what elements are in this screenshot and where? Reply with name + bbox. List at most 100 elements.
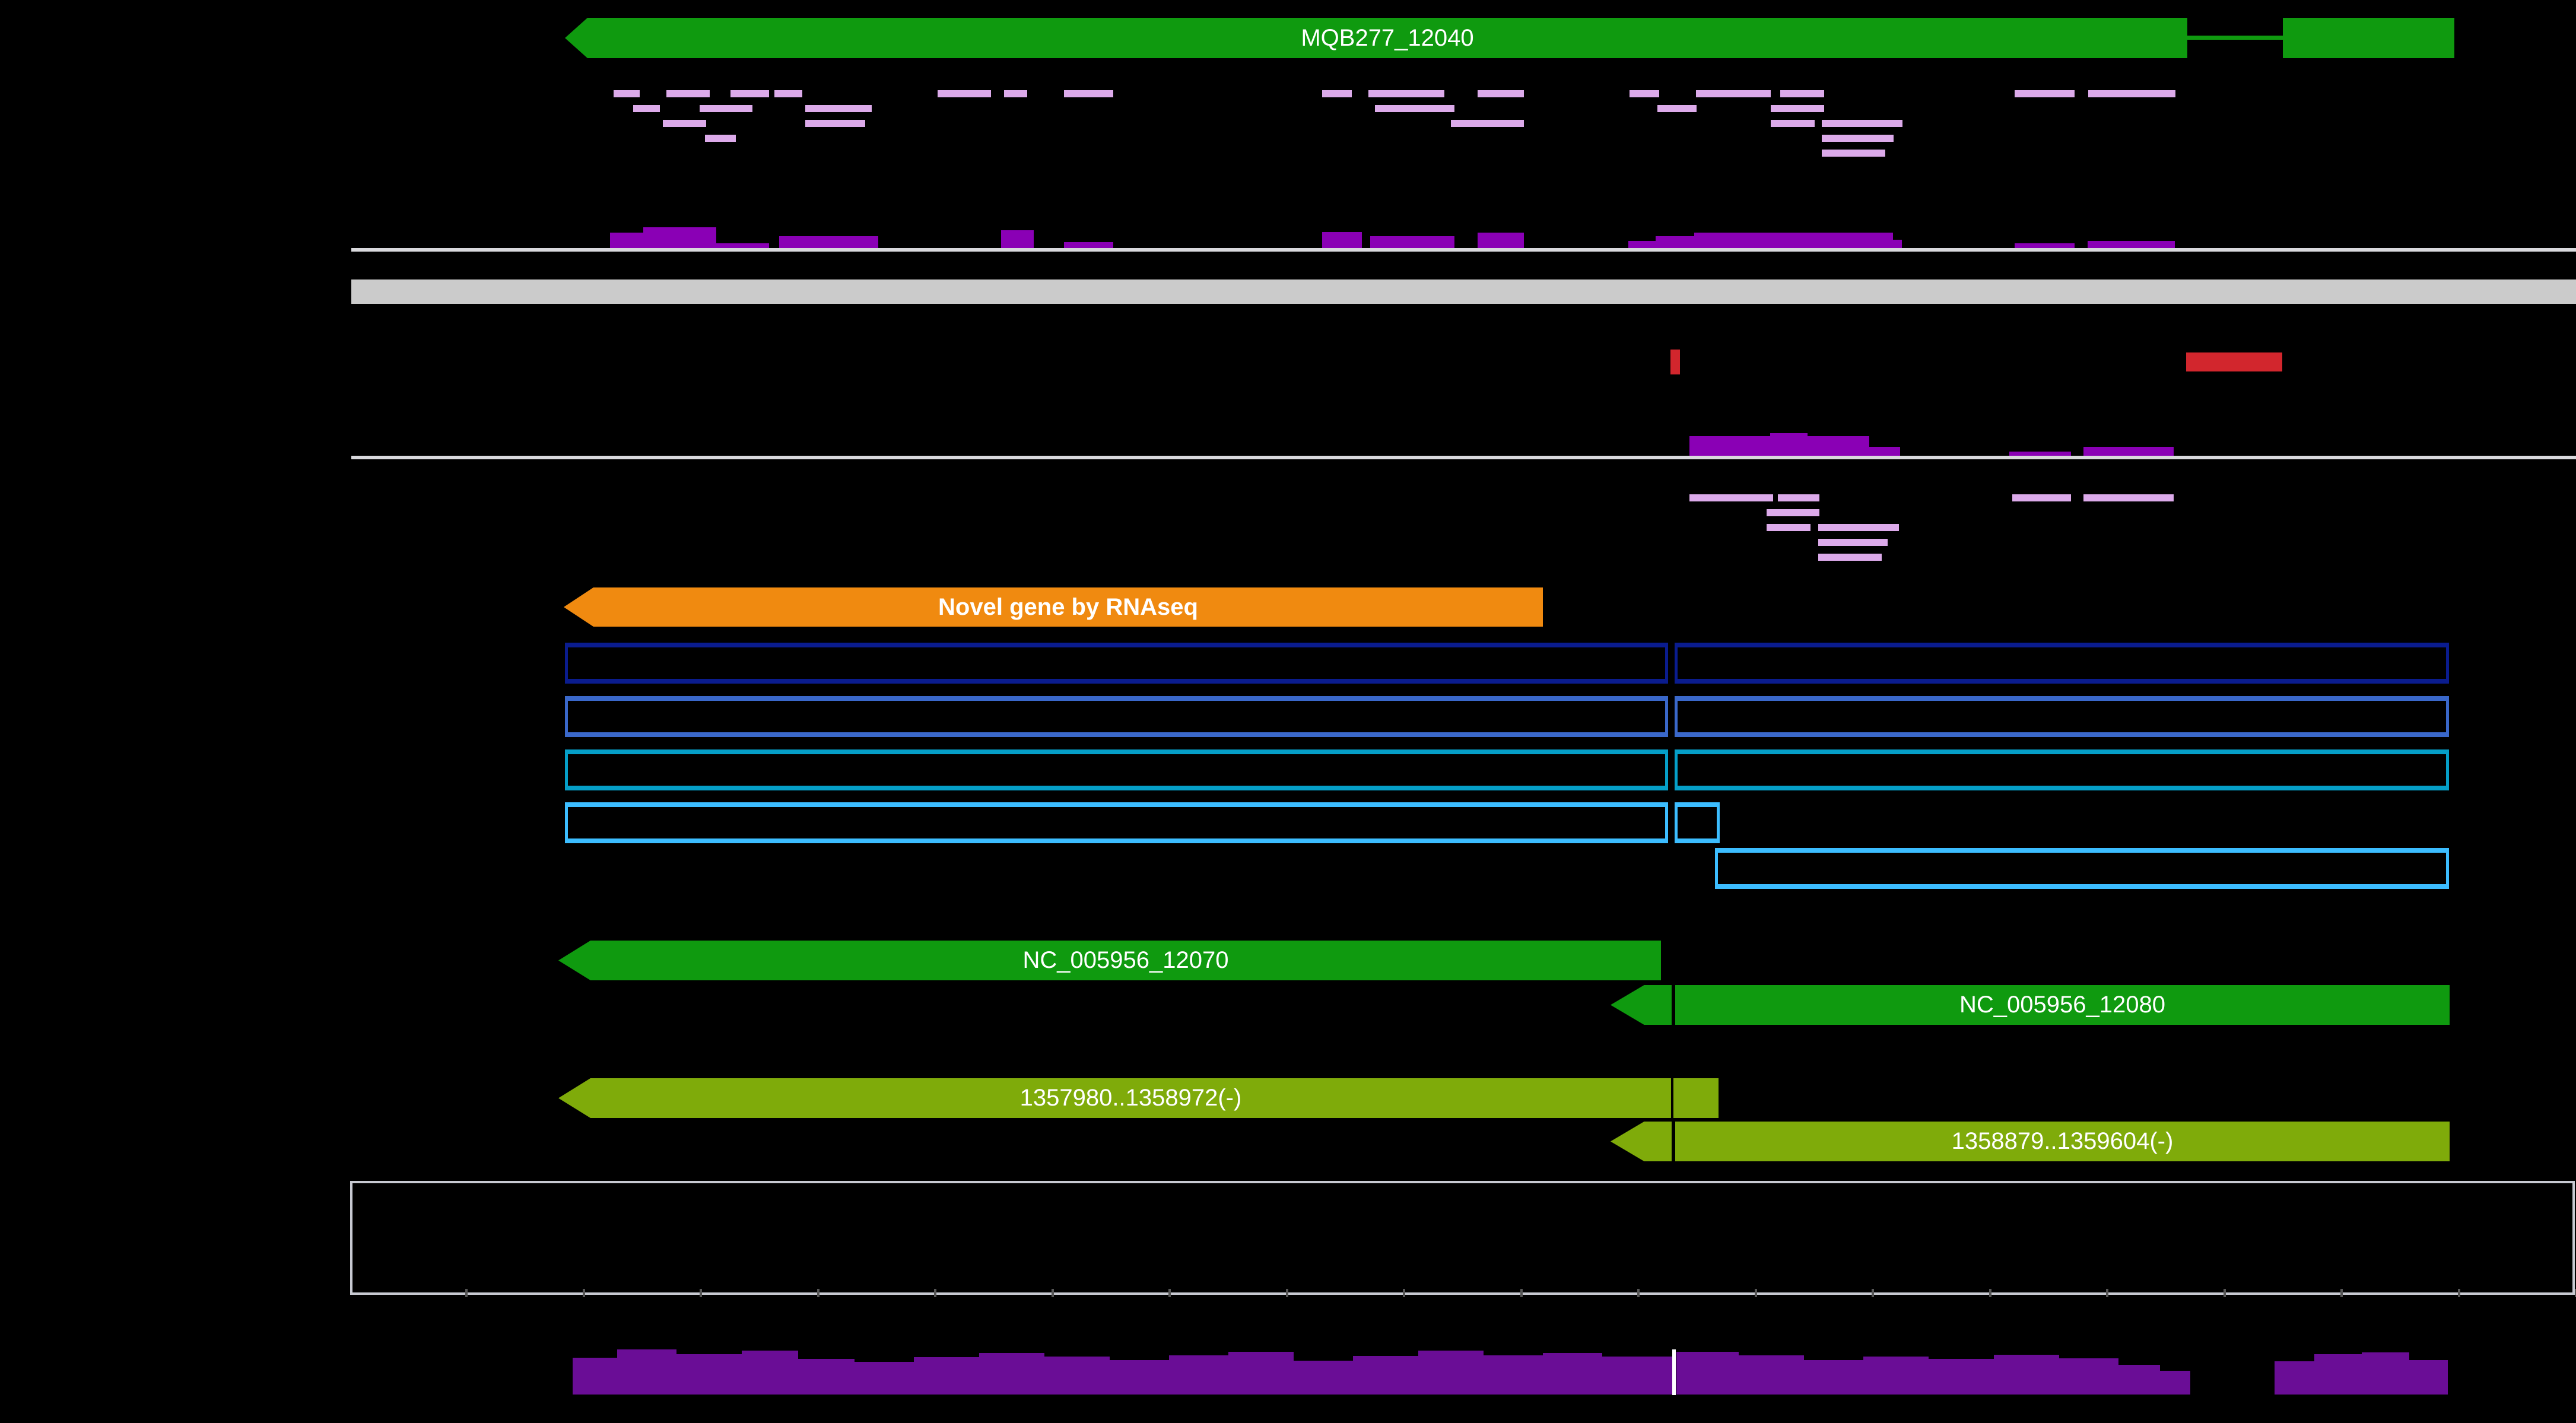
read[interactable] xyxy=(1368,90,1444,97)
axis-tick xyxy=(2340,1289,2343,1297)
coverage-bar xyxy=(1694,233,1893,248)
coverage-bar xyxy=(1804,1360,1863,1395)
cds-arrow-nc-005956-12080-tip[interactable] xyxy=(1611,985,1672,1025)
read[interactable] xyxy=(938,90,991,97)
read[interactable] xyxy=(1780,90,1824,97)
read[interactable] xyxy=(2015,90,2075,97)
read[interactable] xyxy=(730,90,769,97)
coverage-bar xyxy=(1370,236,1454,248)
read[interactable] xyxy=(700,105,752,112)
read[interactable] xyxy=(1818,539,1888,546)
coverage-bar xyxy=(742,1351,798,1395)
read[interactable] xyxy=(1771,120,1815,127)
gene-arrow-mqb277-12040[interactable]: MQB277_12040 xyxy=(565,18,2187,58)
coverage-bar xyxy=(2160,1371,2190,1395)
read[interactable] xyxy=(805,105,872,112)
read[interactable] xyxy=(1064,90,1113,97)
orf-left-label: 1357980..1358972(-) xyxy=(1019,1085,1242,1111)
coverage-bar xyxy=(1353,1356,1418,1395)
transcript-box-row1[interactable] xyxy=(565,643,1668,684)
coverage-bar xyxy=(1676,1352,1739,1395)
read[interactable] xyxy=(1696,90,1771,97)
axis-tick xyxy=(1168,1289,1171,1297)
read[interactable] xyxy=(1767,509,1819,516)
axis-tick xyxy=(2458,1289,2460,1297)
coverage-bar xyxy=(1739,1355,1804,1395)
read[interactable] xyxy=(1478,90,1524,97)
coverage-bar xyxy=(1689,436,1770,456)
orf-arrow-1358879-1359604-tip[interactable] xyxy=(1611,1122,1672,1161)
read[interactable] xyxy=(1778,494,1819,501)
transcript-box-row3[interactable] xyxy=(565,749,1668,790)
novel-gene-arrow[interactable]: Novel gene by RNAseq xyxy=(564,587,1543,627)
read[interactable] xyxy=(1822,150,1885,157)
read[interactable] xyxy=(666,90,710,97)
read[interactable] xyxy=(1322,90,1352,97)
coverage-bar xyxy=(914,1357,979,1395)
coverage-bar xyxy=(2275,1361,2314,1395)
transcript-box-row1[interactable] xyxy=(1675,643,2449,684)
coverage-bar xyxy=(2118,1365,2160,1395)
orf-1-exon-2 xyxy=(1673,1078,1719,1118)
read[interactable] xyxy=(1004,90,1027,97)
axis-tick xyxy=(1520,1289,1523,1297)
coverage-bar xyxy=(979,1353,1044,1395)
coverage-bar xyxy=(2314,1354,2362,1395)
gene-exon-2 xyxy=(2283,18,2454,58)
cds-arrow-nc-005956-12070[interactable]: NC_005956_12070 xyxy=(558,941,1661,980)
read[interactable] xyxy=(1818,554,1882,561)
transcript-box-row3[interactable] xyxy=(1675,749,2449,790)
coverage-bar xyxy=(1869,447,1900,456)
read[interactable] xyxy=(2012,494,2071,501)
read[interactable] xyxy=(1375,105,1454,112)
orf-arrow-1358879-1359604[interactable]: 1358879..1359604(-) xyxy=(1675,1122,2450,1161)
coverage-bar xyxy=(1484,1355,1543,1395)
read[interactable] xyxy=(1630,90,1659,97)
variant-mark-2[interactable] xyxy=(2186,352,2282,371)
read[interactable] xyxy=(1689,494,1773,501)
coverage-bar xyxy=(1478,233,1524,248)
coverage-bar xyxy=(1228,1352,1294,1395)
read[interactable] xyxy=(2088,90,2175,97)
coverage-bar xyxy=(779,236,878,248)
transcript-box-row4[interactable] xyxy=(1675,802,1720,843)
transcript-box-row2[interactable] xyxy=(1675,696,2449,737)
axis-tick xyxy=(934,1289,936,1297)
read[interactable] xyxy=(2083,494,2174,501)
read[interactable] xyxy=(1767,524,1810,531)
coverage-bar xyxy=(2409,1360,2448,1395)
transcript-box-row5[interactable] xyxy=(1715,848,2449,889)
orf-right-label: 1358879..1359604(-) xyxy=(1951,1128,2174,1154)
read[interactable] xyxy=(1451,120,1524,127)
read[interactable] xyxy=(633,105,660,112)
axis-tick xyxy=(465,1289,468,1297)
axis-tick xyxy=(1637,1289,1640,1297)
coverage-bar xyxy=(573,1358,617,1395)
read[interactable] xyxy=(1822,135,1894,142)
coverage-bar xyxy=(1169,1355,1228,1395)
coverage-bar xyxy=(2015,243,2075,248)
coverage-bar xyxy=(1929,1359,1994,1395)
cds-arrow-nc-005956-12080[interactable]: NC_005956_12080 xyxy=(1675,985,2450,1025)
read[interactable] xyxy=(1657,105,1697,112)
read[interactable] xyxy=(1771,105,1824,112)
variant-mark-1[interactable] xyxy=(1670,350,1680,374)
transcript-box-row2[interactable] xyxy=(565,696,1668,737)
transcript-box-row4[interactable] xyxy=(565,802,1668,843)
read[interactable] xyxy=(1818,524,1899,531)
read[interactable] xyxy=(805,120,865,127)
novel-gene-label: Novel gene by RNAseq xyxy=(938,593,1198,620)
coverage-bar xyxy=(2083,447,2174,456)
read[interactable] xyxy=(614,90,640,97)
read[interactable] xyxy=(663,120,706,127)
axis-tick xyxy=(1755,1289,1757,1297)
coverage-bar xyxy=(610,233,643,248)
read[interactable] xyxy=(774,90,802,97)
axis-tick xyxy=(2106,1289,2108,1297)
coverage-bar xyxy=(1994,1355,2059,1395)
read[interactable] xyxy=(705,135,736,142)
orf-arrow-1357980-1358972[interactable]: 1357980..1358972(-) xyxy=(558,1078,1671,1118)
read[interactable] xyxy=(1822,120,1902,127)
axis-tick xyxy=(700,1289,702,1297)
